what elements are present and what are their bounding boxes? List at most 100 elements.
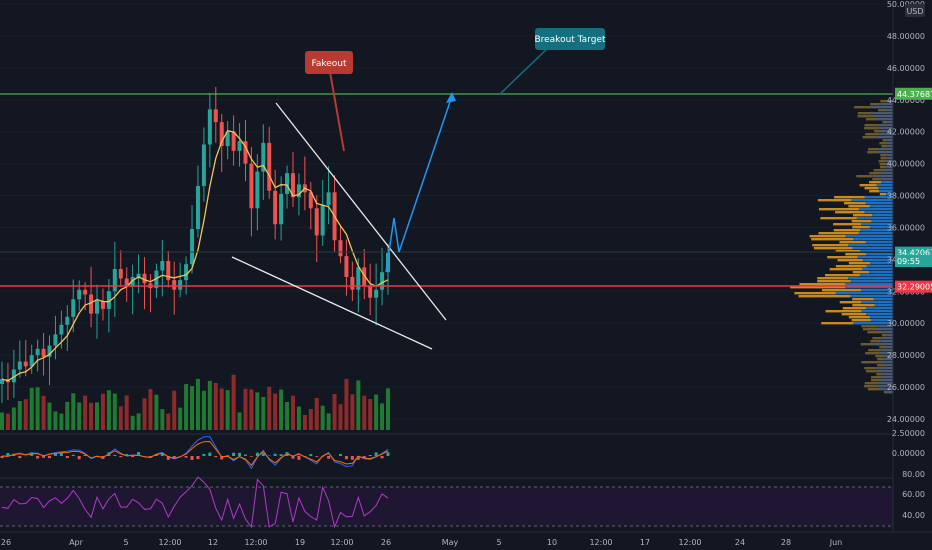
candle-body xyxy=(29,355,34,367)
volume-profile-bar-down xyxy=(856,175,873,178)
volume-profile-bar-down xyxy=(864,367,876,370)
volume-profile-bar-up xyxy=(869,226,893,229)
volume-profile-bar-down xyxy=(835,265,867,268)
volume-bar xyxy=(290,395,295,430)
volume-profile-bar-up xyxy=(845,286,893,289)
volume-profile-bar-down xyxy=(839,301,862,304)
volume-profile-bar-down xyxy=(813,247,853,250)
candle-body xyxy=(195,185,200,230)
time-tick-label: 26 xyxy=(381,538,391,547)
volume-profile-bar-down xyxy=(798,295,851,298)
macd-histogram-bar xyxy=(36,456,40,459)
time-tick-label: 19 xyxy=(295,538,305,547)
candle-body xyxy=(112,268,117,292)
candle-body xyxy=(35,348,40,356)
volume-profile-bar-up xyxy=(882,379,893,382)
volume-profile-bar-down xyxy=(824,274,860,277)
volume-profile-bar-down xyxy=(862,328,877,331)
volume-bar xyxy=(243,388,248,430)
macd-histogram-bar xyxy=(350,456,354,460)
price-tick-label: 26.00000 xyxy=(887,383,925,392)
volume-bars xyxy=(0,374,390,430)
currency-badge-text: USD xyxy=(906,7,923,16)
volume-bar xyxy=(172,390,177,430)
volume-profile-bar-down xyxy=(877,358,884,361)
volume-bar xyxy=(314,398,319,430)
volume-profile-bar-down xyxy=(877,109,887,112)
volume-profile-bar-up xyxy=(864,196,893,199)
volume-bar xyxy=(350,394,355,430)
candle-body xyxy=(100,300,105,309)
volume-profile-bar-up xyxy=(861,223,893,226)
time-tick-label: 12:00 xyxy=(244,538,267,547)
macd-pane xyxy=(0,433,893,470)
volume-profile-bar-down xyxy=(852,214,873,217)
price-axis[interactable]: 50.0000048.0000046.0000044.0000042.00000… xyxy=(887,0,932,532)
time-tick-label: 12 xyxy=(208,538,218,547)
candle-body xyxy=(142,273,147,284)
macd-histogram-bar xyxy=(261,453,265,456)
time-tick-label: 26 xyxy=(1,538,11,547)
price-tick-label: 28.00000 xyxy=(887,351,925,360)
volume-profile-bar-up xyxy=(886,109,893,112)
volume-profile-bar-up xyxy=(887,121,893,124)
volume-profile-bar-down xyxy=(881,145,888,148)
volume-profile-bar-up xyxy=(887,391,893,394)
macd-histogram-bar xyxy=(137,452,141,456)
fakeout-annotation[interactable]: Fakeout xyxy=(305,51,353,152)
macd-histogram-bar xyxy=(279,454,283,456)
macd-histogram-bar xyxy=(18,456,22,459)
volume-profile-bar-down xyxy=(843,202,866,205)
volume-profile-bar-up xyxy=(877,118,893,121)
volume-profile-bar-down xyxy=(872,337,882,340)
volume-bar xyxy=(130,415,135,430)
candle-body xyxy=(338,240,343,257)
volume-profile-bar-up xyxy=(881,130,893,133)
volume-profile-bar-down xyxy=(817,277,849,280)
volume-profile-bar-down xyxy=(859,184,877,187)
volume-bar xyxy=(35,387,40,430)
price-tick-label: 48.00000 xyxy=(887,32,925,41)
price-tick-label: 24.00000 xyxy=(887,415,925,424)
volume-profile-bar-up xyxy=(885,160,893,163)
macd-histogram-bar xyxy=(196,456,200,460)
volume-profile-bar-up xyxy=(881,169,893,172)
volume-bar xyxy=(261,396,266,430)
currency-badge[interactable] xyxy=(905,4,925,17)
volume-profile-bar-up xyxy=(878,187,893,190)
candle-body xyxy=(213,109,218,123)
time-axis[interactable]: 26 Apr 5 12:00 12 12:00 19 12:00 26 May 5 10 12:00 17… xyxy=(0,531,932,547)
time-tick-label: May xyxy=(442,538,459,547)
volume-bar xyxy=(231,374,236,430)
volume-profile-bar-up xyxy=(866,265,893,268)
volume-profile-bar-down xyxy=(867,388,880,391)
wedge-upper-line xyxy=(275,102,447,321)
macd-histogram-bar xyxy=(184,456,188,458)
candle-body xyxy=(314,208,319,236)
price-tick-label: 36.00000 xyxy=(887,223,925,232)
candle-body xyxy=(237,141,242,151)
volume-profile-bar-up xyxy=(874,343,893,346)
rsi-band xyxy=(0,487,893,526)
volume-bar xyxy=(201,390,206,430)
moving-average-line xyxy=(1,129,389,382)
volume-profile-bar-up xyxy=(873,115,893,118)
breakout-target-annotation[interactable]: Breakout Target xyxy=(499,28,606,95)
volume-profile-bar-up xyxy=(883,358,893,361)
volume-profile-bar-down xyxy=(879,142,887,145)
macd-histogram-bar xyxy=(125,454,129,456)
projection-arrowhead xyxy=(446,92,456,103)
candle-body xyxy=(249,163,254,209)
candle-body xyxy=(279,193,284,225)
volume-profile-bar-down xyxy=(821,322,854,325)
macd-histogram-bar xyxy=(154,454,158,456)
volume-profile-bar-down xyxy=(818,232,859,235)
volume-profile-bar-down xyxy=(821,289,861,292)
candle-body xyxy=(344,256,349,277)
price-tag-text: 09:55 xyxy=(897,257,920,266)
candle-body xyxy=(255,171,260,209)
volume-profile-bar-up xyxy=(880,349,893,352)
volume-profile-bar-up xyxy=(887,145,893,148)
volume-bar xyxy=(320,405,325,430)
